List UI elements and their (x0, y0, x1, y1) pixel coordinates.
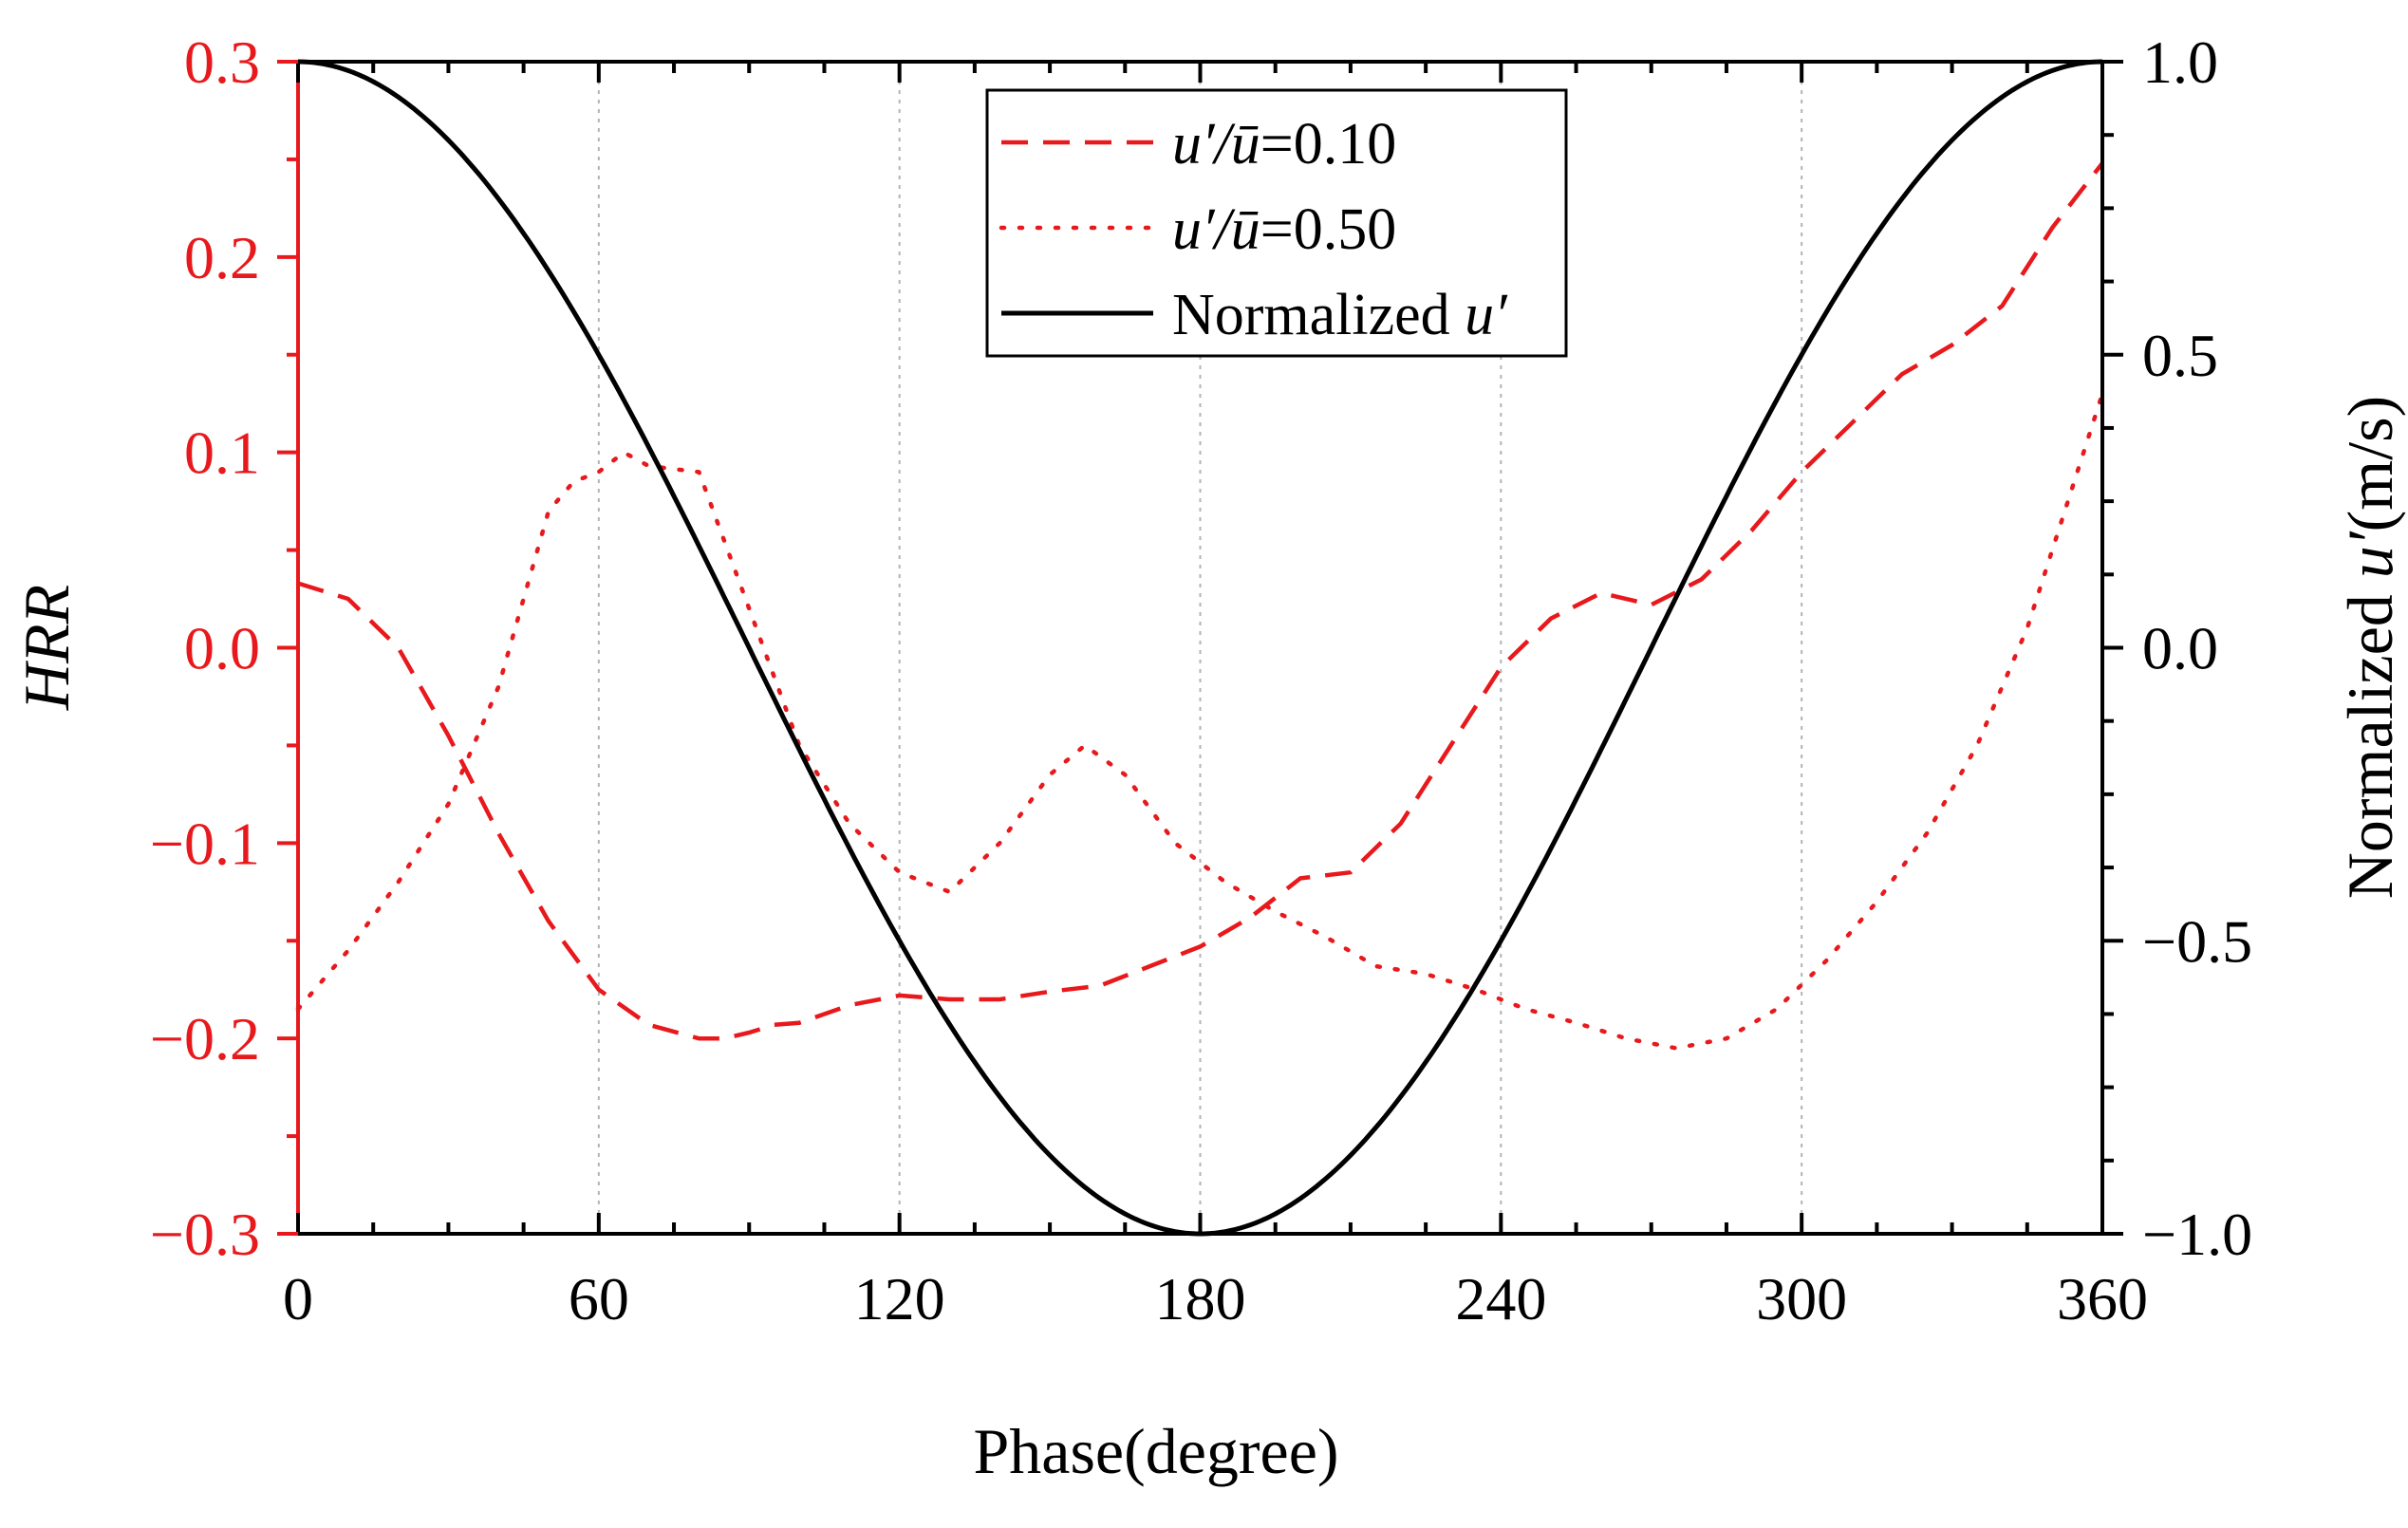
y-right-title-var: u′ (2334, 531, 2406, 578)
legend-label-text-3: Normalized (1172, 283, 1465, 347)
y-right-tick-label-−1.0: −1.0 (2142, 1201, 2252, 1268)
axes (277, 60, 2123, 1236)
y-left-tick-label-0.0: 0.0 (184, 615, 260, 682)
y-left-axis-title: HRR (10, 585, 83, 711)
series-line-2 (295, 391, 2105, 1051)
y-right-tick-label-1.0: 1.0 (2142, 28, 2218, 96)
legend-label-value-2: =0.50 (1260, 197, 1396, 262)
y-left-tick-label-0.1: 0.1 (184, 419, 260, 487)
legend-label-value-1: =0.10 (1260, 112, 1396, 177)
y-right-title-suffix: (m/s) (2334, 396, 2406, 532)
y-right-tick-label-0.0: 0.0 (2142, 615, 2218, 682)
tick-labels: 0 60 120 180 240 300 360 0.3 0.2 0.1 0.0 −0.1 −0.2 −0… (150, 28, 2252, 1332)
y-left-tick-label-−0.2: −0.2 (150, 1005, 260, 1072)
y-left-tick-label-−0.3: −0.3 (150, 1201, 260, 1268)
x-tick-label-300: 300 (1756, 1265, 1847, 1332)
series-line-1 (297, 161, 2104, 1041)
x-tick-label-180: 180 (1155, 1265, 1246, 1332)
legend-label-var-2: u′/ū (1172, 197, 1260, 262)
legend-label-1: u′/ū=0.10 (1172, 112, 1396, 177)
y-left-tick-label-0.2: 0.2 (184, 224, 260, 291)
x-tick-label-240: 240 (1455, 1265, 1546, 1332)
x-tick-label-120: 120 (854, 1265, 945, 1332)
y-left-tick-label-0.3: 0.3 (184, 28, 260, 96)
x-tick-label-60: 60 (569, 1265, 629, 1332)
y-right-tick-label-−0.5: −0.5 (2142, 907, 2252, 975)
y-right-axis-title: Normalized u′(m/s) (2334, 396, 2406, 899)
y-left-tick-label-−0.1: −0.1 (150, 810, 260, 877)
legend-label-3: Normalized u′ (1172, 283, 1508, 347)
legend-label-var-1: u′/ū (1172, 112, 1260, 177)
x-axis-title: Phase(degree) (973, 1415, 1338, 1487)
y-right-tick-label-0.5: 0.5 (2142, 322, 2218, 389)
x-tick-label-0: 0 (283, 1265, 313, 1332)
legend-label-var-3: u′ (1465, 283, 1508, 347)
x-tick-label-360: 360 (2057, 1265, 2148, 1332)
y-right-title-prefix: Normalized (2334, 578, 2406, 899)
legend-label-2: u′/ū=0.50 (1172, 197, 1396, 262)
